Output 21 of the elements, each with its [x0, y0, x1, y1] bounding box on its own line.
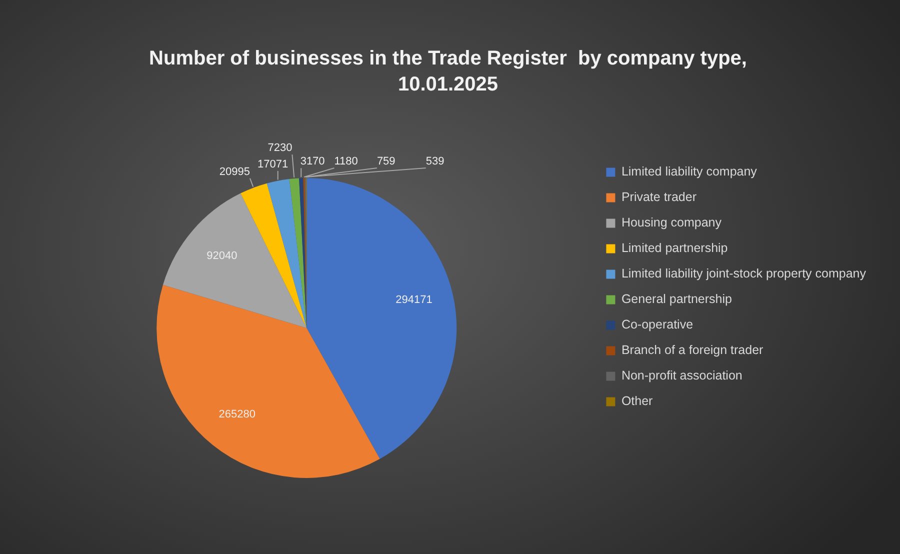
data-label: 92040 [206, 250, 238, 262]
chart-title: Number of businesses in the Trade Register by company type, 10.01.2025 [149, 48, 747, 96]
legend-label: Branch of a foreign trader [621, 343, 764, 358]
legend-label: Limited partnership [621, 241, 728, 256]
data-label: 294171 [396, 294, 432, 306]
legend-label: Limited liability company [621, 164, 758, 179]
legend-label: Other [621, 394, 653, 408]
data-label: 539 [426, 156, 444, 168]
data-label: 20995 [219, 166, 250, 178]
data-label: 265280 [218, 408, 256, 421]
data-label: 7230 [268, 142, 292, 154]
legend-label: Co-operative [621, 318, 694, 332]
legend-label: Housing company [621, 216, 722, 230]
data-label: 759 [376, 156, 396, 168]
data-label: 1180 [334, 156, 358, 168]
data-label: 3170 [300, 156, 325, 168]
data-label: 17071 [258, 158, 288, 170]
legend-label: General partnership [621, 292, 732, 306]
legend-label: Limited liability joint-stock property company [621, 266, 867, 281]
legend-label: Private trader [621, 190, 696, 204]
legend-label: Non-profit association [621, 368, 742, 383]
